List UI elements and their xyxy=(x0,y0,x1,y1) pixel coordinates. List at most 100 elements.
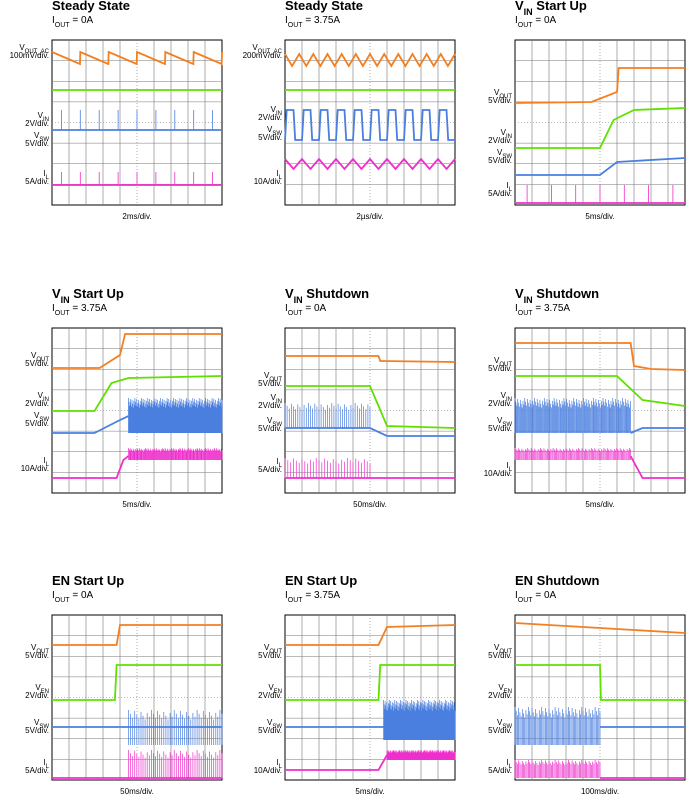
panel-condition-part: I xyxy=(515,303,518,314)
channel-name: VIN xyxy=(271,105,282,117)
channel-scale: 5V/div. xyxy=(488,364,512,373)
channel-scale: 10A/div. xyxy=(254,177,282,186)
channel-name-part: V xyxy=(35,683,41,692)
trace xyxy=(52,455,130,479)
channel-scale: 2V/div. xyxy=(25,691,49,700)
panel-condition-part: I xyxy=(285,15,288,26)
spike xyxy=(61,172,213,185)
channel-name: VEN xyxy=(498,683,512,695)
channel-name-part: OUT xyxy=(499,362,512,368)
channel-name-part: V xyxy=(268,683,274,692)
panel-condition-part: OUT xyxy=(518,597,534,604)
channel-name: IL xyxy=(43,456,49,468)
panel-title-part: EN Start Up xyxy=(285,573,357,588)
channel-name-part: EN xyxy=(504,689,512,695)
trace xyxy=(630,427,685,434)
channel-name-part: L xyxy=(279,764,283,770)
spike xyxy=(61,110,213,130)
channel-name-part: SW xyxy=(272,724,282,730)
channel-scale: 5V/div. xyxy=(258,651,282,660)
channel-name-part: V xyxy=(494,356,500,365)
channel-name: IL xyxy=(276,457,282,469)
channel-name-part: EN xyxy=(274,689,282,695)
channel-scale: 5V/div. xyxy=(488,726,512,735)
channel-name-part: SW xyxy=(39,724,49,730)
channel-scale: 5V/div. xyxy=(258,424,282,433)
panel-condition-part: = 3.75A xyxy=(70,303,108,314)
panel-title-part: IN xyxy=(61,295,70,305)
panel-condition-part: I xyxy=(285,590,288,601)
channel-name-part: SW xyxy=(272,131,282,137)
channel-name: IL xyxy=(43,169,49,181)
channel-name: VIN xyxy=(501,391,512,403)
channel-name: VOUT xyxy=(494,643,512,655)
trace xyxy=(629,455,685,479)
channel-scale: 2V/div. xyxy=(258,401,282,410)
channel-name: VSW xyxy=(34,411,49,423)
channel-scale: 5V/div. xyxy=(488,156,512,165)
channel-name: VOUT xyxy=(31,351,49,363)
time-scale: 5ms/div. xyxy=(122,500,151,509)
channel-scale: 5V/div. xyxy=(258,133,282,142)
channel-name: IL xyxy=(506,461,512,473)
channel-name: IL xyxy=(506,758,512,770)
channel-name-part: OUT xyxy=(499,94,512,100)
channel-name-part: V xyxy=(19,43,25,52)
channel-name-part: L xyxy=(509,467,513,473)
channel-name-part: V xyxy=(501,391,507,400)
panel-title: EN Shutdown xyxy=(515,573,600,588)
channel-name-part: V xyxy=(267,125,273,134)
panel-condition-part: OUT xyxy=(518,22,534,29)
channel-name-part: I xyxy=(506,181,508,190)
channel-scale: 10A/div. xyxy=(484,469,512,478)
channel-name-part: V xyxy=(267,416,273,425)
channel-name: VEN xyxy=(35,683,49,695)
time-scale: 100ms/div. xyxy=(581,787,619,796)
channel-scale: 100mV/div. xyxy=(10,51,49,60)
channel-scale: 2V/div. xyxy=(488,399,512,408)
channel-name-part: I xyxy=(276,169,278,178)
panel-title: Steady State xyxy=(52,0,130,13)
channel-scale: 5A/div. xyxy=(25,177,49,186)
channel-name-part: IN xyxy=(43,397,49,403)
channel-name-part: V xyxy=(271,393,277,402)
trace xyxy=(285,624,456,646)
panel-condition-part: = 0A xyxy=(70,15,94,26)
channel-name-part: SW xyxy=(502,422,512,428)
channel-name-part: V xyxy=(38,391,44,400)
panel-title-part: EN Shutdown xyxy=(515,573,600,588)
trace xyxy=(515,157,686,176)
channel-name-part: I xyxy=(276,758,278,767)
channel-name-part: V xyxy=(264,371,270,380)
switching-band xyxy=(128,448,223,460)
channel-name-part: SW xyxy=(272,422,282,428)
panel-condition-part: OUT xyxy=(55,597,71,604)
panel-condition-part: I xyxy=(285,303,288,314)
channel-name-part: OUT xyxy=(269,649,282,655)
panel-title-part: Steady State xyxy=(285,0,363,13)
panel-title: VIN Shutdown xyxy=(515,286,599,305)
channel-scale: 5V/div. xyxy=(258,726,282,735)
channel-name-part: V xyxy=(31,643,37,652)
panel-title-part: V xyxy=(515,0,524,13)
channel-scale: 2V/div. xyxy=(258,691,282,700)
panel-condition: IOUT = 0A xyxy=(515,590,557,604)
panel-condition: IOUT = 0A xyxy=(52,15,94,29)
panel-condition-part: I xyxy=(52,303,55,314)
channel-name-part: V xyxy=(497,718,503,727)
channel-scale: 5A/div. xyxy=(25,766,49,775)
channel-name-part: V xyxy=(264,643,270,652)
channel-name: IL xyxy=(43,758,49,770)
panel-condition: IOUT = 3.75A xyxy=(52,303,107,317)
channel-name-part: SW xyxy=(39,417,49,423)
channel-scale: 10A/div. xyxy=(21,464,49,473)
channel-scale: 2V/div. xyxy=(25,119,49,128)
channel-name-part: L xyxy=(46,175,50,181)
channel-name-part: V xyxy=(494,88,500,97)
channel-name-part: V xyxy=(38,111,44,120)
channel-scale: 5A/div. xyxy=(258,465,282,474)
switching-band xyxy=(514,760,601,778)
panel-condition-part: = 3.75A xyxy=(303,15,341,26)
